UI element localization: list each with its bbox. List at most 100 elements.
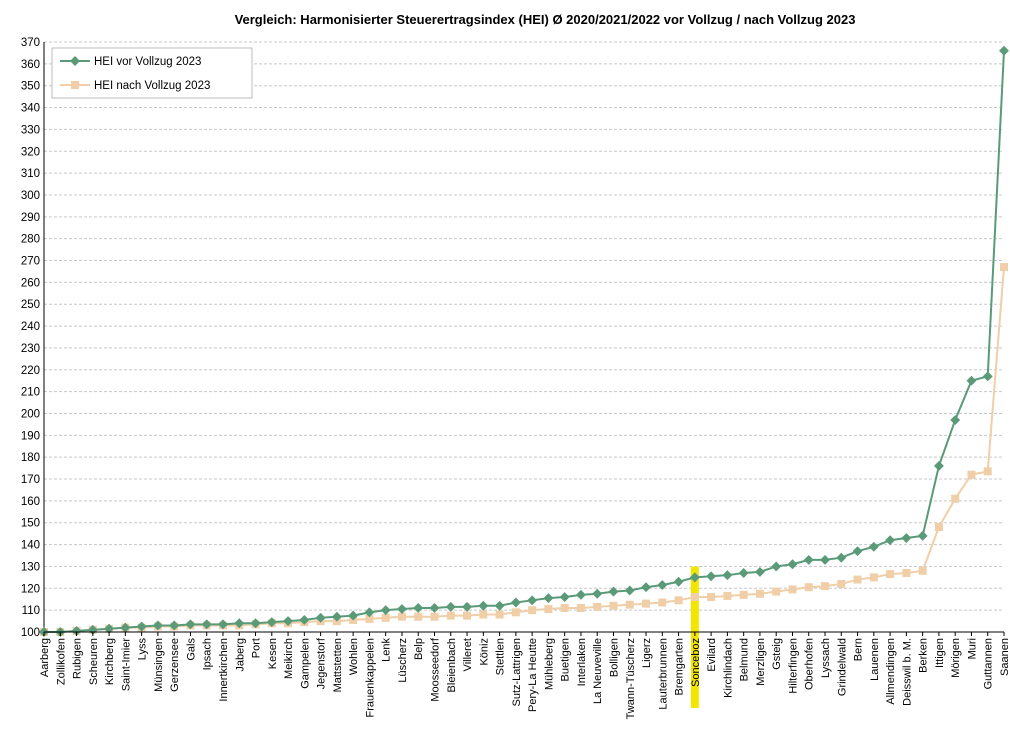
x-tick-label: Rubigen: [72, 638, 84, 679]
x-tick-label: Grindelwald: [836, 638, 848, 696]
data-point: [642, 599, 651, 608]
data-point: [593, 602, 602, 611]
x-tick-label: Mattstetten: [332, 638, 344, 692]
data-point: [1000, 263, 1008, 272]
x-tick-label: Ittigen: [934, 638, 946, 668]
data-point: [885, 535, 896, 546]
data-point: [771, 561, 782, 572]
x-tick-label: Gerzensee: [169, 638, 181, 692]
x-tick-label: Gals: [185, 638, 197, 661]
x-tick-label: Köniz: [478, 638, 490, 666]
x-tick-label: Stettlen: [495, 638, 507, 675]
data-point: [478, 600, 489, 611]
x-tick-label: Pery-La Heutte: [527, 638, 539, 712]
x-tick-label: Deisswil b. M.: [901, 638, 913, 706]
y-tick-label: 310: [21, 168, 40, 180]
data-point: [902, 569, 911, 577]
highlight-layer: [690, 566, 699, 708]
x-tick-label: Bleienbach: [446, 638, 458, 692]
data-point: [739, 590, 748, 599]
data-point: [657, 580, 668, 590]
x-tick-label: Wohlen: [348, 638, 360, 675]
y-tick-label: 140: [21, 540, 40, 552]
x-tick-label: Ipsach: [202, 638, 214, 670]
x-tick-label: Twann-Tüscherz: [625, 638, 637, 719]
data-point: [136, 621, 147, 632]
x-tick-label: Lauterbrunnen: [657, 638, 669, 710]
x-tick-label: Bolligen: [608, 638, 620, 677]
x-tick-label: Lenk: [381, 638, 393, 662]
x-tick-label: Port: [251, 638, 263, 658]
data-point: [722, 570, 733, 581]
x-tick-label: Zollikofen: [55, 638, 67, 685]
x-axis: Aarberg Zollikofen Rubigen Scheuren Kirchber…: [39, 631, 1010, 719]
data-point: [950, 415, 961, 425]
highlight-bar: [690, 566, 699, 708]
y-tick-label: 210: [21, 387, 40, 399]
data-point: [479, 610, 488, 619]
data-point: [820, 554, 830, 565]
y-tick-label: 370: [21, 37, 40, 49]
data-point: [527, 595, 538, 606]
y-tick-label: 120: [21, 583, 40, 595]
y-tick-label: 100: [21, 627, 40, 639]
x-tick-label: Villeret: [462, 638, 474, 671]
x-tick-label: Evilard: [706, 638, 718, 672]
y-axis: 100 110 120 130 140 150 160 170 180 190 200 210 220 2…: [21, 37, 45, 639]
x-tick-label: Belmund: [739, 638, 751, 681]
y-tick-label: 200: [21, 408, 40, 420]
x-tick-label: Moosseedorf: [430, 637, 442, 702]
x-tick-label: Münsingen: [153, 638, 165, 692]
y-tick-label: 220: [21, 365, 40, 377]
y-tick-label: 130: [21, 561, 40, 573]
data-point: [933, 460, 944, 471]
data-point: [886, 570, 895, 579]
data-point: [348, 610, 359, 621]
data-point: [690, 593, 699, 602]
legend-marker: [71, 81, 79, 89]
data-point: [723, 591, 732, 600]
data-point: [413, 603, 424, 613]
y-tick-label: 260: [21, 277, 40, 289]
y-tick-label: 160: [21, 496, 40, 508]
x-tick-label: Belp: [413, 638, 425, 660]
x-tick-label: Mühleberg: [543, 638, 555, 690]
data-point: [315, 612, 326, 623]
data-point: [917, 530, 928, 541]
data-point: [788, 585, 797, 594]
grid: [44, 41, 1004, 611]
data-point: [689, 572, 700, 583]
data-point: [528, 606, 537, 615]
y-tick-label: 240: [21, 321, 40, 333]
y-tick-label: 300: [21, 190, 40, 202]
x-tick-label: Kesen: [267, 638, 279, 669]
x-tick-label: Gsteig: [771, 638, 783, 670]
x-tick-label: Ligerz: [641, 638, 653, 668]
data-point: [641, 582, 651, 593]
legend-box: [51, 47, 253, 99]
data-point: [982, 371, 993, 382]
y-tick-label: 320: [21, 146, 40, 158]
data-point: [575, 589, 586, 600]
data-point: [707, 593, 716, 602]
x-tick-label: Kirchberg: [104, 638, 116, 685]
data-point: [152, 620, 163, 631]
y-tick-label: 230: [21, 343, 40, 355]
y-tick-label: 190: [21, 430, 40, 442]
x-tick-label: Innertkirchen: [218, 638, 230, 702]
legend-label: HEI nach Vollzug 2023: [94, 80, 210, 92]
data-point: [365, 614, 374, 623]
x-tick-label: Jegenstorf: [316, 637, 328, 689]
data-point: [446, 611, 455, 620]
data-point: [951, 494, 960, 503]
data-point: [462, 601, 473, 612]
x-tick-label: Hilterfingen: [787, 638, 799, 694]
data-point: [966, 375, 977, 386]
y-tick-label: 360: [21, 59, 40, 71]
x-tick-label: Mörigen: [950, 638, 962, 678]
data-point: [852, 546, 863, 557]
data-point: [706, 571, 717, 582]
data-point: [901, 533, 912, 543]
data-point: [201, 619, 212, 630]
